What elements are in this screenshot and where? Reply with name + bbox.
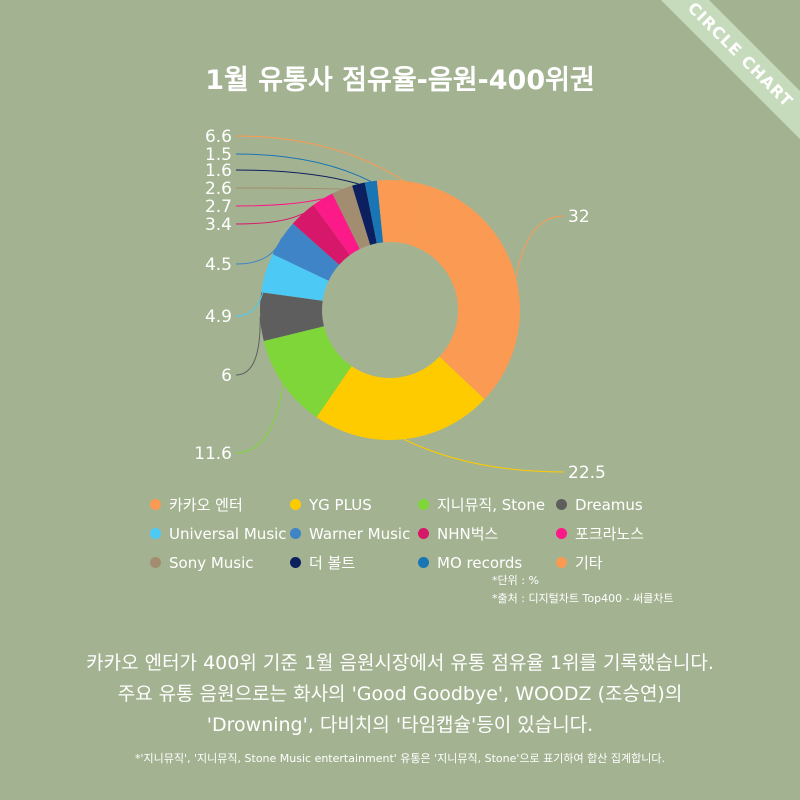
value-label-8: 2.7	[205, 197, 232, 217]
leader-line-6	[235, 237, 283, 265]
legend-swatch	[418, 499, 429, 510]
legend-swatch	[290, 528, 301, 539]
legend-swatch	[556, 499, 567, 510]
slice-10	[352, 182, 377, 245]
legend-item-2: YG PLUS	[290, 494, 418, 515]
value-label-10: 1.6	[205, 161, 232, 181]
slice-1	[411, 186, 520, 400]
legend-label: 기타	[575, 554, 603, 572]
slice-12	[376, 180, 431, 246]
footnote: *'지니뮤직', '지니뮤직, Stone Music entertainmen…	[135, 752, 665, 765]
legend-label: MO records	[437, 553, 523, 572]
legend-item-3: 지니뮤직, Stone	[418, 494, 556, 515]
value-label-11: 1.5	[205, 145, 232, 165]
description-line-3: 'Drowning', 다비치의 '타임캡슐'등이 있습니다.	[206, 714, 594, 736]
legend-item-9: Sony Music	[150, 552, 290, 573]
leader-line-2	[403, 438, 565, 473]
legend-item-10: 더 볼트	[290, 552, 418, 573]
legend-item-4: Dreamus	[556, 494, 690, 515]
legend-label: NHN벅스	[437, 525, 499, 543]
slice-9	[332, 185, 371, 250]
leader-line-7	[235, 213, 303, 225]
leader-line-12	[235, 135, 405, 182]
legend-swatch	[150, 499, 161, 510]
value-label-3: 11.6	[194, 444, 232, 464]
legend-label: 더 볼트	[309, 554, 356, 572]
donut-chart: 32 22.5 11.6 6 4.9 4.5 3.42.72.61.61.56.6	[194, 127, 606, 480]
chart-legend: 카카오 엔터 YG PLUS 지니뮤직, Stone Dreamus Universal…	[150, 494, 690, 573]
value-label-1: 32	[568, 207, 590, 227]
legend-item-6: Warner Music	[290, 523, 418, 544]
slice-11	[364, 180, 384, 244]
value-label-9: 2.6	[205, 179, 232, 199]
value-label-7: 3.4	[205, 215, 232, 235]
leader-line-9	[235, 187, 343, 190]
legend-label: Dreamus	[575, 495, 643, 514]
legend-label: Universal Music	[169, 524, 287, 543]
leader-line-5	[235, 272, 266, 317]
leader-line-3	[235, 383, 284, 454]
legend-swatch	[290, 499, 301, 510]
legend-label: 지니뮤직, Stone	[437, 496, 546, 514]
slice-6	[272, 223, 340, 281]
value-label-6: 4.5	[205, 255, 232, 275]
leader-line-4	[235, 316, 261, 376]
legend-swatch	[150, 528, 161, 539]
legend-item-12: 기타	[556, 552, 690, 573]
leader-line-8	[235, 198, 323, 207]
legend-label: 카카오 엔터	[169, 496, 243, 514]
legend-item-11: MO records	[418, 552, 556, 573]
legend-label: YG PLUS	[309, 495, 372, 514]
value-label-12: 6.6	[205, 127, 232, 147]
slice-5	[261, 254, 329, 301]
legend-item-5: Universal Music	[150, 523, 290, 544]
legend-swatch	[418, 557, 429, 568]
value-label-5: 4.9	[205, 307, 232, 327]
legend-label: Sony Music	[169, 553, 254, 572]
legend-item-1: 카카오 엔터	[150, 494, 290, 515]
slice-2	[316, 356, 485, 440]
leader-line-1	[515, 215, 565, 278]
legend-label: Warner Music	[309, 524, 411, 543]
legend-swatch	[418, 528, 429, 539]
legend-swatch	[290, 557, 301, 568]
legend-swatch	[150, 557, 161, 568]
legend-item-7: NHN벅스	[418, 523, 556, 544]
description-line-2: 주요 유통 음원으로는 화사의 'Good Goodbye', WOODZ (조…	[117, 683, 683, 705]
description-text: 카카오 엔터가 400위 기준 1월 음원시장에서 유통 점유율 1위를 기록했…	[0, 648, 800, 741]
leader-line-10	[235, 169, 359, 185]
legend-item-8: 포크라노스	[556, 523, 690, 544]
unit-note: *단위 : %	[492, 574, 539, 587]
slice-3	[263, 326, 352, 418]
slice-7	[292, 204, 350, 265]
legend-swatch	[556, 528, 567, 539]
chart-title: 1월 유통사 점유율-음원-400위권	[205, 65, 595, 96]
slice-8	[313, 193, 360, 256]
legend-swatch	[556, 557, 567, 568]
value-label-2: 22.5	[568, 463, 606, 480]
leader-line-11	[235, 153, 372, 182]
source-note: *출처 : 디지털차트 Top400 - 써클차트	[492, 592, 674, 605]
description-line-1: 카카오 엔터가 400위 기준 1월 음원시장에서 유통 점유율 1위를 기록했…	[86, 652, 714, 674]
slice-4	[260, 292, 324, 342]
value-label-4: 6	[221, 366, 232, 386]
legend-label: 포크라노스	[575, 525, 645, 543]
